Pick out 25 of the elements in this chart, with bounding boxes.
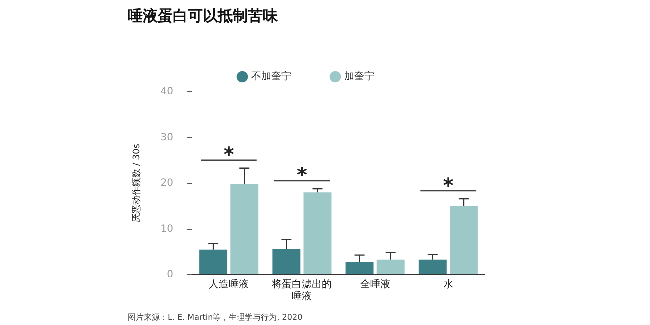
legend-label: 不加奎宁 <box>252 70 292 83</box>
legend-label: 加奎宁 <box>344 70 374 83</box>
annotation: * <box>296 163 308 188</box>
chart-title: 唾液蛋白可以抵制苦味 <box>128 6 279 25</box>
y-tick-label: 20 <box>160 178 174 190</box>
y-tick-label: 0 <box>167 270 174 281</box>
bar <box>272 249 301 274</box>
bar <box>230 184 259 274</box>
bar <box>200 250 228 274</box>
y-tick-label: 30 <box>160 132 174 144</box>
annotation: * <box>443 173 454 198</box>
bar <box>418 260 447 274</box>
x-tick-label: 人造唾液 <box>209 278 250 291</box>
y-tick-label: 40 <box>160 86 174 98</box>
bar <box>450 206 478 274</box>
x-tick-label: 水 <box>443 278 454 291</box>
bar <box>346 262 374 274</box>
x-tick-label: 全唾液 <box>360 278 390 291</box>
bar <box>304 192 332 274</box>
annotation: * <box>224 142 235 167</box>
bar <box>376 260 405 274</box>
y-axis-title: 厌恶动作频数 / 30s <box>132 144 143 223</box>
x-tick-label: 将蛋白滤出的唾液 <box>271 278 332 303</box>
text: 图片来源：L. E. Martin等，生理学与行为, 2020 <box>128 313 303 322</box>
y-tick-label: 10 <box>160 224 174 235</box>
